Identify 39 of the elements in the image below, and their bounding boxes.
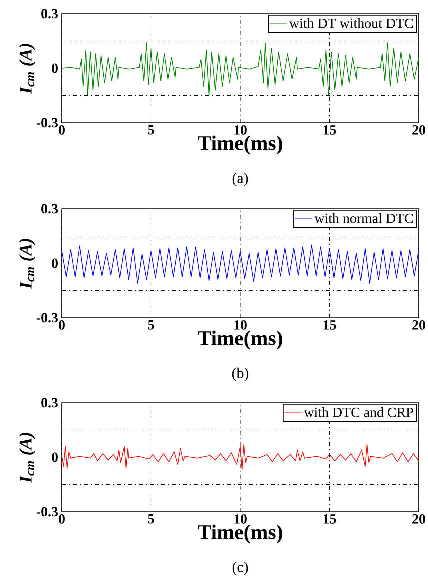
y-axis-title: I$_{cm}$ (A) (19, 239, 36, 290)
x-axis-title: Time(ms) (198, 524, 282, 544)
x-tick-label: 10 (234, 126, 247, 135)
x-tick-label: 15 (324, 514, 336, 524)
y-tick-label: -0.3 (36, 507, 58, 517)
x-tick-label: 5 (148, 320, 154, 330)
x-tick-label: 20 (412, 320, 426, 330)
y-tick-label: 0.3 (42, 9, 58, 19)
x-tick-label: 0 (59, 320, 65, 330)
y-tick-label: 0 (52, 258, 58, 268)
x-tick-label: 5 (148, 126, 154, 135)
x-tick-label: 20 (412, 514, 426, 524)
y-tick-label: 0 (52, 64, 58, 74)
y-tick-label: -0.3 (36, 118, 58, 128)
text: (c) (232, 562, 248, 576)
line-series (62, 444, 420, 471)
line-series (62, 244, 420, 284)
legend-label: with normal DTC (314, 213, 414, 224)
text: (a) (232, 172, 248, 186)
y-tick-label: 0.3 (42, 204, 58, 214)
x-tick-label: 0 (59, 126, 65, 135)
x-axis-title: Time(ms) (198, 136, 282, 155)
text: (b) (232, 368, 249, 382)
x-tick-label: 20 (412, 126, 426, 135)
x-tick-label: 10 (234, 320, 247, 330)
x-axis-title: Time(ms) (198, 330, 282, 350)
line-series (62, 42, 420, 96)
x-tick-label: 15 (324, 126, 336, 135)
x-tick-label: 5 (148, 514, 154, 524)
y-axis-title: I$_{cm}$ (A) (19, 433, 36, 484)
legend-label: with DT without DTC (289, 18, 414, 28)
x-tick-label: 0 (59, 514, 65, 524)
x-tick-label: 10 (234, 514, 247, 524)
y-axis-title: I$_{cm}$ (A) (19, 44, 36, 94)
legend-label: with DTC and CRP (304, 407, 414, 418)
y-tick-label: 0.3 (42, 398, 58, 408)
y-tick-label: -0.3 (36, 313, 58, 323)
y-tick-label: 0 (52, 452, 58, 462)
x-tick-label: 15 (324, 320, 336, 330)
